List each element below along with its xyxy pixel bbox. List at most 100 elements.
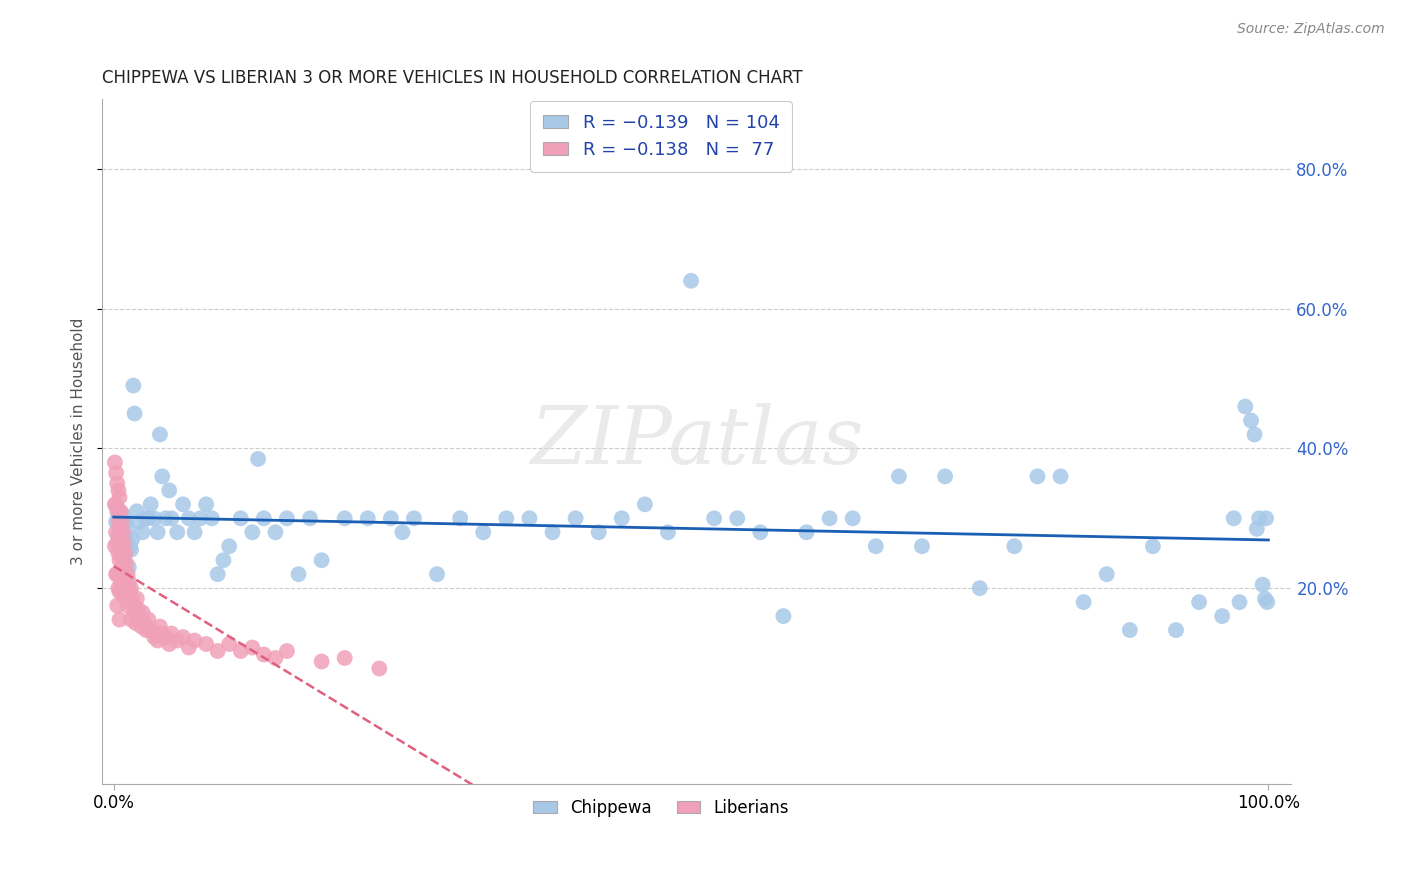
Point [105,567,128,582]
Point [108,491,131,505]
Point [118,560,141,574]
Point [146,525,169,540]
Point [1249,511,1271,525]
Point [887,469,910,483]
Point [1234,400,1257,414]
Point [157,637,180,651]
Point [107,546,129,560]
Point [128,613,150,627]
Point [1026,469,1049,483]
Point [112,571,135,585]
Point [107,483,129,498]
Point [108,584,131,599]
Point [212,553,235,567]
Point [105,535,128,549]
Y-axis label: 3 or more Vehicles in Household: 3 or more Vehicles in Household [72,318,86,566]
Point [134,616,156,631]
Point [1049,469,1071,483]
Point [218,539,240,553]
Point [114,546,136,560]
Point [121,591,143,606]
Point [138,511,160,525]
Point [111,525,134,540]
Point [247,451,270,466]
Point [201,511,224,525]
Point [818,511,841,525]
Point [125,591,148,606]
Point [1254,591,1277,606]
Point [333,511,356,525]
Point [634,497,657,511]
Point [111,511,134,525]
Point [276,644,298,658]
Point [188,511,211,525]
Point [1164,623,1187,637]
Point [118,584,141,599]
Point [125,616,148,631]
Point [1229,595,1251,609]
Point [333,651,356,665]
Point [146,633,169,648]
Point [264,651,287,665]
Point [115,533,138,547]
Point [114,581,136,595]
Point [934,469,956,483]
Point [107,529,129,543]
Point [105,525,128,540]
Point [125,504,148,518]
Point [107,515,129,529]
Point [111,525,134,540]
Point [541,525,564,540]
Point [681,274,703,288]
Point [166,525,188,540]
Point [117,599,139,613]
Point [172,497,194,511]
Point [104,539,127,553]
Point [1211,609,1233,624]
Point [160,626,183,640]
Point [218,637,240,651]
Point [120,613,142,627]
Legend: Chippewa, Liberians: Chippewa, Liberians [527,792,796,823]
Text: CHIPPEWA VS LIBERIAN 3 OR MORE VEHICLES IN HOUSEHOLD CORRELATION CHART: CHIPPEWA VS LIBERIAN 3 OR MORE VEHICLES … [103,69,803,87]
Point [703,511,725,525]
Point [1240,413,1263,427]
Point [105,504,128,518]
Point [657,525,679,540]
Point [128,515,150,529]
Point [112,515,135,529]
Point [240,640,263,655]
Point [1095,567,1118,582]
Point [110,504,132,518]
Point [118,574,141,589]
Point [772,609,794,624]
Point [725,511,748,525]
Point [1222,511,1244,525]
Point [311,553,333,567]
Point [157,483,180,498]
Point [139,497,162,511]
Point [138,613,160,627]
Point [114,546,136,560]
Point [1188,595,1211,609]
Point [108,504,131,518]
Point [139,623,162,637]
Point [107,508,129,522]
Point [124,407,146,421]
Point [1254,511,1277,525]
Point [117,522,139,536]
Point [120,542,142,557]
Point [1142,539,1164,553]
Point [391,525,413,540]
Point [110,539,132,553]
Point [1246,522,1268,536]
Point [124,606,146,620]
Point [177,511,200,525]
Point [112,535,135,549]
Point [108,553,131,567]
Point [117,567,139,582]
Point [104,497,127,511]
Text: ZIPatlas: ZIPatlas [530,402,863,480]
Point [111,515,134,529]
Point [104,455,127,469]
